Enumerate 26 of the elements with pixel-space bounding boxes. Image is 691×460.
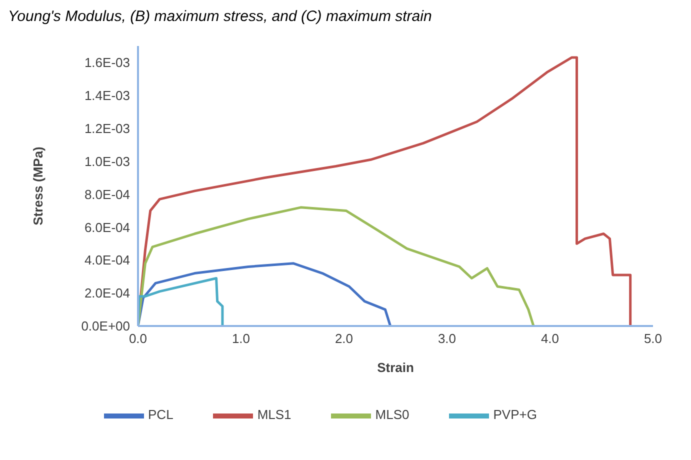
y-tick-label: 8.0E-04 xyxy=(84,186,130,202)
y-tick-label: 0.0E+00 xyxy=(81,318,130,334)
legend-label: PVP+G xyxy=(493,407,537,422)
y-tick-label: 4.0E-04 xyxy=(84,252,130,268)
y-tick-label: 1.4E-03 xyxy=(84,88,130,104)
y-tick-label: 2.0E-04 xyxy=(84,286,130,301)
line-series xyxy=(138,56,632,326)
x-tick-label: 4.0 xyxy=(540,331,560,346)
legend-label: MLS0 xyxy=(375,407,410,422)
line-series xyxy=(138,206,535,326)
y-tick-label: 1.0E-03 xyxy=(84,154,130,169)
x-tick-label: 5.0 xyxy=(644,331,662,346)
y-axis-title: Stress (MPa) xyxy=(30,146,46,226)
line-series xyxy=(138,276,224,326)
x-tick-label: 2.0 xyxy=(334,331,354,346)
x-tick-label: 3.0 xyxy=(438,331,456,346)
legend-label: MLS1 xyxy=(257,407,292,422)
x-tick-label: 1.0 xyxy=(232,331,250,346)
line-series xyxy=(138,262,392,326)
y-tick-label: 1.6E-03 xyxy=(84,55,130,70)
y-tick-label: 1.2E-03 xyxy=(84,120,130,136)
legend-label: PCL xyxy=(148,407,174,422)
x-tick-label: 0.0 xyxy=(128,331,148,346)
x-axis-title: Strain xyxy=(377,360,414,375)
y-tick-label: 6.0E-04 xyxy=(84,220,130,235)
text: Young's Modulus, (B) maximum stress, and (C) maximum strain xyxy=(8,8,433,26)
